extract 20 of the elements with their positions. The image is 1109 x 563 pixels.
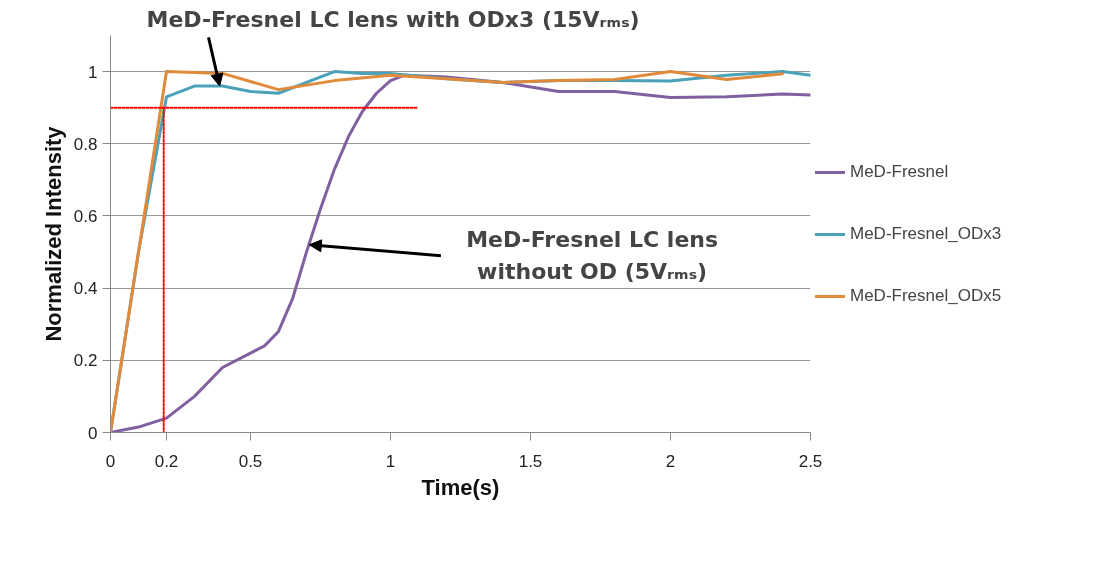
legend-label: MeD-Fresnel — [850, 161, 949, 182]
x-tick-label: 1 — [385, 451, 396, 471]
x-tick-label: 0.5 — [238, 451, 263, 471]
annotation: MeD-Fresnel LC lens without OD (5Vᵣₘₛ) — [466, 226, 719, 285]
y-tick-label: 0.8 — [73, 134, 98, 154]
y-tick-label: 0.6 — [73, 206, 98, 226]
x-tick-label: 0 — [105, 451, 116, 471]
y-tick-label: 0.2 — [73, 351, 98, 371]
annotation: MeD-Fresnel LC lens with ODx3 (15Vᵣₘₛ) — [146, 6, 640, 32]
x-axis-title: Time(s) — [421, 474, 500, 500]
y-tick-label: 0 — [88, 423, 98, 443]
x-tick-label: 0.2 — [154, 451, 179, 471]
x-tick-label: 1.5 — [518, 451, 543, 471]
y-tick-label: 1 — [88, 62, 98, 82]
x-tick-label: 2.5 — [798, 451, 823, 471]
legend-label: MeD-Fresnel_ODx3 — [850, 223, 1002, 244]
legend-label: MeD-Fresnel_ODx5 — [850, 285, 1002, 306]
y-axis-title: Normalized Intensity — [40, 125, 66, 342]
y-tick-label: 0.4 — [73, 279, 98, 299]
x-tick-label: 2 — [665, 451, 676, 471]
